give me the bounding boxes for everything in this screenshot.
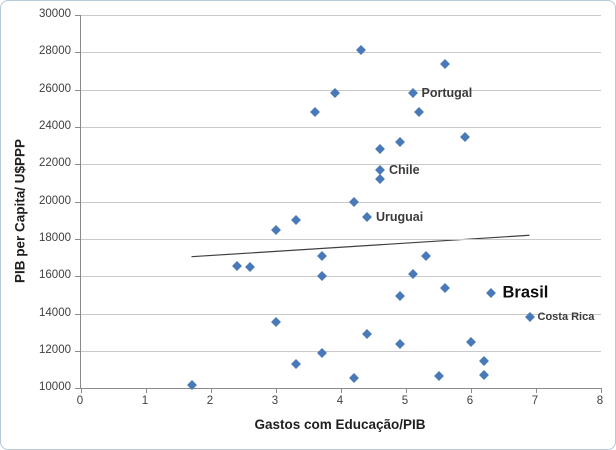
x-tick-mark xyxy=(536,388,537,393)
y-tick-mark xyxy=(75,89,81,91)
gridline xyxy=(81,89,601,91)
x-tick-mark xyxy=(81,388,82,393)
y-tick-label: 20000 xyxy=(39,194,71,207)
gridline xyxy=(81,201,601,203)
gridline xyxy=(81,126,601,128)
plot-area: Uruguai Chile Portugal Brasil Costa Rica xyxy=(75,15,602,393)
x-tick-label: 5 xyxy=(401,395,409,407)
y-tick-label: 22000 xyxy=(39,157,71,170)
y-tick-mark xyxy=(75,313,81,315)
y-tick-mark xyxy=(75,350,81,352)
data-point-label: Uruguai xyxy=(376,209,424,224)
x-tick-label: 0 xyxy=(76,395,84,407)
x-tick-mark xyxy=(406,388,407,393)
data-point-label: Portugal xyxy=(421,86,473,101)
x-tick-label: 7 xyxy=(531,395,539,407)
x-tick-label: 8 xyxy=(596,395,604,407)
trend-line xyxy=(191,234,530,258)
y-tick-label: 26000 xyxy=(39,82,71,95)
gridline xyxy=(81,164,601,166)
y-tick-mark xyxy=(75,276,81,278)
y-tick-mark xyxy=(75,388,81,390)
x-tick-mark xyxy=(341,388,342,393)
gridline xyxy=(81,276,601,278)
x-tick-mark xyxy=(276,388,277,393)
x-tick-label: 2 xyxy=(206,395,214,407)
y-tick-label: 28000 xyxy=(39,45,71,58)
y-tick-mark xyxy=(75,201,81,203)
y-tick-label: 12000 xyxy=(39,343,71,356)
x-tick-mark xyxy=(601,388,602,393)
gridline xyxy=(81,238,601,240)
y-tick-label: 24000 xyxy=(39,119,71,132)
y-tick-label: 10000 xyxy=(39,381,71,394)
gridline xyxy=(81,15,601,16)
y-tick-mark xyxy=(75,15,81,16)
y-tick-mark xyxy=(75,238,81,240)
x-tick-mark xyxy=(471,388,472,393)
y-tick-label: 14000 xyxy=(39,306,71,319)
trend-line-layer xyxy=(191,234,530,258)
gridline xyxy=(81,313,601,315)
y-tick-mark xyxy=(75,126,81,128)
data-point-label: Brasil xyxy=(502,283,549,302)
y-tick-label: 16000 xyxy=(39,269,71,282)
gridline xyxy=(81,350,601,352)
y-tick-label: 18000 xyxy=(39,231,71,244)
x-tick-label: 6 xyxy=(466,395,474,407)
data-point-label: Chile xyxy=(389,162,420,177)
y-tick-mark xyxy=(75,164,81,166)
x-tick-mark xyxy=(146,388,147,393)
x-tick-label: 3 xyxy=(271,395,279,407)
x-tick-mark xyxy=(211,388,212,393)
gridline xyxy=(81,52,601,54)
x-tick-label: 4 xyxy=(336,395,344,407)
y-tick-label: 30000 xyxy=(39,8,71,20)
x-tick-label: 1 xyxy=(141,395,149,407)
y-tick-mark xyxy=(75,52,81,54)
data-point-label: Costa Rica xyxy=(537,311,595,324)
x-axis-title: Gastos com Educação/PIB xyxy=(254,417,426,432)
